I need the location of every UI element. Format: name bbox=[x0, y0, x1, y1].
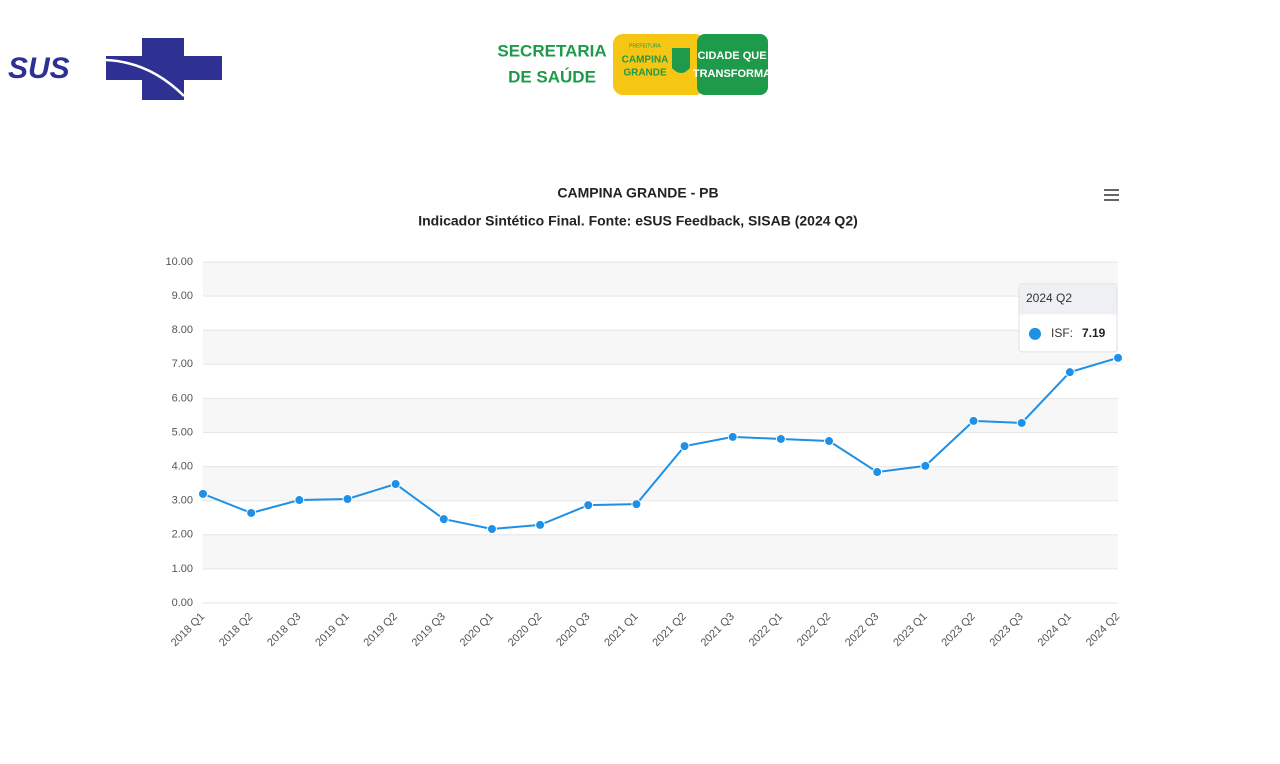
x-tick-label: 2023 Q1 bbox=[891, 611, 929, 649]
data-point bbox=[294, 495, 305, 506]
plot-band bbox=[203, 466, 1118, 501]
data-point bbox=[920, 460, 931, 471]
crest bbox=[672, 48, 690, 73]
tooltip: 2024 Q2 ISF: 7.19 bbox=[1018, 283, 1118, 353]
data-point bbox=[486, 524, 497, 535]
y-tick-label: 8.00 bbox=[172, 324, 193, 336]
data-point bbox=[679, 441, 690, 452]
x-tick-label: 2024 Q1 bbox=[1036, 611, 1074, 649]
secretaria-line: SECRETARIA bbox=[497, 41, 606, 60]
y-tick-label: 5.00 bbox=[172, 426, 193, 438]
data-point bbox=[535, 519, 546, 530]
data-point bbox=[824, 436, 835, 447]
data-point bbox=[438, 514, 449, 525]
data-point bbox=[390, 478, 401, 489]
cidade-badge bbox=[697, 34, 768, 95]
cidade-line: CIDADE QUE bbox=[697, 50, 766, 62]
data-point bbox=[1016, 417, 1027, 428]
tooltip-marker bbox=[1029, 327, 1041, 340]
y-tick-label: 0.00 bbox=[172, 597, 193, 609]
sus-text: SUS bbox=[8, 52, 70, 85]
data-point bbox=[631, 499, 642, 510]
x-tick-label: 2021 Q3 bbox=[699, 611, 737, 649]
data-point bbox=[727, 431, 738, 442]
sus-cross bbox=[105, 38, 222, 100]
secretaria-line: DE SAÚDE bbox=[508, 67, 596, 86]
x-tick-label: 2019 Q1 bbox=[313, 611, 351, 649]
cidade-line: TRANSFORMA bbox=[693, 68, 771, 80]
menu-icon[interactable] bbox=[1104, 189, 1119, 201]
x-tick-label: 2020 Q2 bbox=[506, 611, 544, 649]
y-tick-label: 4.00 bbox=[172, 461, 193, 473]
tooltip-header: 2024 Q2 bbox=[1026, 291, 1072, 305]
x-tick-label: 2022 Q3 bbox=[843, 611, 881, 649]
data-point bbox=[342, 493, 353, 504]
x-tick-label: 2023 Q2 bbox=[939, 611, 977, 649]
data-point bbox=[872, 467, 883, 478]
data-point bbox=[968, 415, 979, 426]
menu-button[interactable] bbox=[1098, 184, 1124, 206]
data-point bbox=[583, 500, 594, 511]
x-tick-label: 2019 Q3 bbox=[410, 611, 448, 649]
y-tick-label: 10.00 bbox=[165, 256, 193, 268]
x-tick-label: 2018 Q2 bbox=[217, 611, 255, 649]
x-tick-label: 2022 Q1 bbox=[747, 611, 785, 649]
campina-line: CAMPINA bbox=[622, 55, 669, 66]
x-tick-label: 2023 Q3 bbox=[988, 611, 1026, 649]
series-line bbox=[202, 356, 1119, 531]
tooltip-header-bg bbox=[1019, 284, 1117, 315]
y-tick-label: 9.00 bbox=[172, 290, 193, 302]
y-tick-label: 1.00 bbox=[172, 563, 193, 575]
data-point bbox=[198, 488, 208, 499]
chart-subtitle: Indicador Sintético Final. Fonte: eSUS F… bbox=[418, 213, 858, 229]
data-point bbox=[775, 433, 786, 444]
plot-band bbox=[203, 534, 1118, 569]
x-tick-label: 2021 Q2 bbox=[650, 611, 688, 649]
campina-line: GRANDE bbox=[623, 68, 667, 79]
plot-band bbox=[203, 262, 1118, 297]
chart: CAMPINA GRANDE - PB Indicador Sintético … bbox=[165, 184, 1124, 649]
x-tick-label: 2019 Q2 bbox=[361, 611, 399, 649]
x-tick-label: 2022 Q2 bbox=[795, 611, 833, 649]
y-tick-label: 7.00 bbox=[172, 358, 193, 370]
x-tick-label: 2024 Q2 bbox=[1084, 611, 1122, 649]
plot-band bbox=[203, 330, 1118, 365]
y-tick-label: 2.00 bbox=[172, 529, 193, 541]
y-tick-label: 6.00 bbox=[172, 392, 193, 404]
x-tick-label: 2020 Q1 bbox=[458, 611, 496, 649]
chart-title: CAMPINA GRANDE - PB bbox=[557, 185, 718, 201]
x-tick-label: 2018 Q3 bbox=[265, 611, 303, 649]
y-tick-label: 3.00 bbox=[172, 495, 193, 507]
header-logos: SUS SECRETARIA DE SAÚDE PREFEITURA CAMPI… bbox=[8, 34, 771, 100]
x-tick-label: 2020 Q3 bbox=[554, 611, 592, 649]
data-point bbox=[1113, 352, 1123, 363]
plot-band bbox=[203, 398, 1118, 433]
x-tick-label: 2021 Q1 bbox=[602, 611, 640, 649]
tooltip-value: 7.19 bbox=[1082, 326, 1106, 340]
data-point bbox=[1064, 367, 1075, 378]
x-tick-label: 2018 Q1 bbox=[169, 611, 207, 649]
prefeitura-text: PREFEITURA bbox=[629, 43, 661, 49]
tooltip-series: ISF: bbox=[1051, 326, 1073, 340]
data-point bbox=[246, 507, 257, 518]
